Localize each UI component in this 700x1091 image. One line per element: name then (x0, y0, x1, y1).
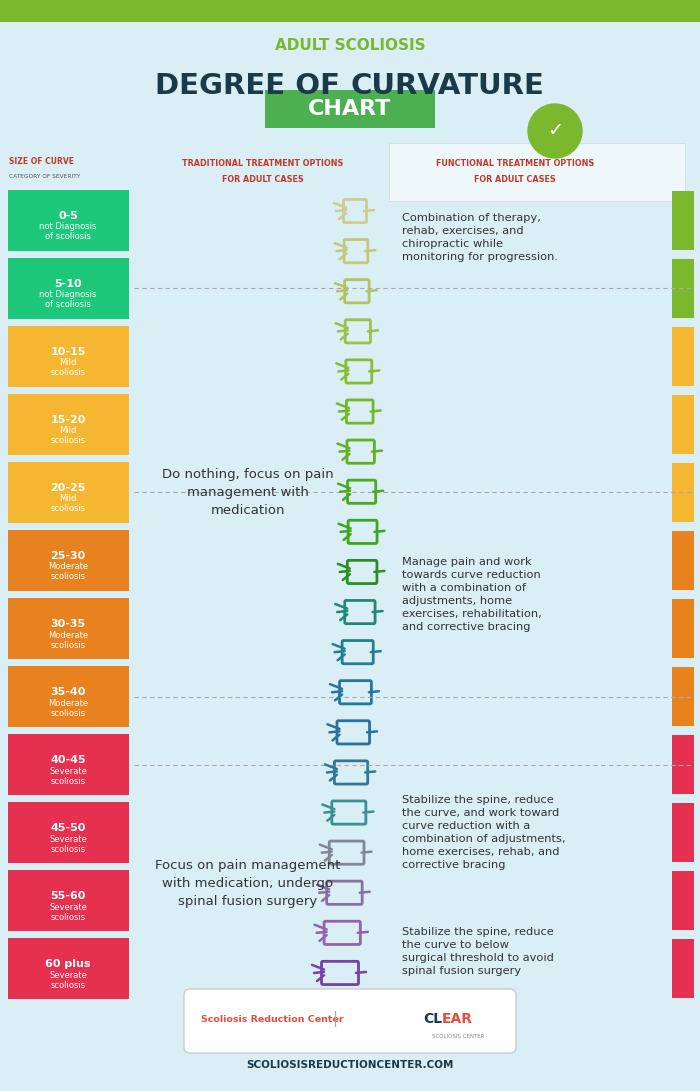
Circle shape (528, 104, 582, 158)
Text: 35-40: 35-40 (50, 687, 85, 697)
Text: ✓: ✓ (547, 120, 564, 140)
FancyBboxPatch shape (672, 803, 694, 862)
Text: 45-50: 45-50 (50, 824, 85, 834)
Text: 30-35: 30-35 (50, 619, 85, 630)
FancyBboxPatch shape (8, 802, 129, 863)
Text: 10-15: 10-15 (50, 347, 85, 357)
Text: 25-30: 25-30 (50, 551, 85, 561)
Text: Scoliosis Reduction Center: Scoliosis Reduction Center (201, 1015, 343, 1023)
FancyBboxPatch shape (8, 461, 129, 523)
Text: DEGREE OF: DEGREE OF (155, 72, 350, 100)
FancyBboxPatch shape (8, 530, 129, 591)
FancyBboxPatch shape (672, 463, 694, 521)
FancyBboxPatch shape (8, 394, 129, 455)
Text: 55-60: 55-60 (50, 891, 85, 901)
Text: Severate
scoliosis: Severate scoliosis (49, 767, 87, 786)
Text: CURVATURE: CURVATURE (350, 72, 544, 100)
Text: 20-25: 20-25 (50, 483, 85, 493)
Text: SIZE OF CURVE: SIZE OF CURVE (9, 156, 74, 166)
Text: SCOLIOSISREDUCTIONCENTER.COM: SCOLIOSISREDUCTIONCENTER.COM (246, 1060, 454, 1070)
Text: TRADITIONAL TREATMENT OPTIONS: TRADITIONAL TREATMENT OPTIONS (182, 159, 344, 168)
FancyBboxPatch shape (8, 326, 129, 386)
FancyBboxPatch shape (672, 939, 694, 998)
Text: |: | (332, 1011, 337, 1027)
FancyBboxPatch shape (8, 871, 129, 932)
FancyBboxPatch shape (265, 89, 435, 128)
Text: Do nothing, focus on pain
management with
medication: Do nothing, focus on pain management wit… (162, 468, 334, 517)
FancyBboxPatch shape (8, 598, 129, 659)
FancyBboxPatch shape (184, 990, 516, 1053)
Text: Moderate
scoliosis: Moderate scoliosis (48, 631, 88, 649)
Text: ADULT SCOLIOSIS: ADULT SCOLIOSIS (274, 38, 426, 53)
FancyBboxPatch shape (672, 191, 694, 250)
Text: 60 plus: 60 plus (46, 959, 91, 970)
FancyBboxPatch shape (8, 938, 129, 999)
Text: Moderate
scoliosis: Moderate scoliosis (48, 698, 88, 718)
Text: not Diagnosis
of scoliosis: not Diagnosis of scoliosis (39, 221, 97, 241)
Text: Mild
scoliosis: Mild scoliosis (50, 358, 85, 377)
Text: 0-5: 0-5 (58, 211, 78, 220)
FancyBboxPatch shape (672, 326, 694, 386)
FancyBboxPatch shape (8, 667, 129, 728)
Text: Manage pain and work
towards curve reduction
with a combination of
adjustments, : Manage pain and work towards curve reduc… (402, 556, 542, 632)
FancyBboxPatch shape (389, 143, 685, 201)
Text: Severate
scoliosis: Severate scoliosis (49, 903, 87, 922)
FancyBboxPatch shape (8, 190, 129, 251)
Text: SCOLIOSIS CENTER: SCOLIOSIS CENTER (432, 1033, 484, 1039)
Text: EAR: EAR (442, 1012, 473, 1026)
Text: Mild
scoliosis: Mild scoliosis (50, 427, 85, 445)
FancyBboxPatch shape (8, 257, 129, 319)
Text: 40-45: 40-45 (50, 755, 86, 765)
FancyBboxPatch shape (8, 734, 129, 795)
Text: CATEGORY OF SEVERITY: CATEGORY OF SEVERITY (9, 173, 80, 179)
FancyBboxPatch shape (672, 259, 694, 317)
Text: not Diagnosis
of scoliosis: not Diagnosis of scoliosis (39, 290, 97, 309)
Text: 15-20: 15-20 (50, 415, 85, 424)
FancyBboxPatch shape (0, 0, 700, 22)
Text: FOR ADULT CASES: FOR ADULT CASES (474, 175, 556, 183)
FancyBboxPatch shape (672, 599, 694, 658)
Text: Focus on pain management
with medication, undergo
spinal fusion surgery: Focus on pain management with medication… (155, 860, 341, 909)
Text: FUNCTIONAL TREATMENT OPTIONS: FUNCTIONAL TREATMENT OPTIONS (436, 159, 594, 168)
FancyBboxPatch shape (672, 735, 694, 794)
FancyBboxPatch shape (672, 872, 694, 931)
FancyBboxPatch shape (672, 395, 694, 454)
Text: Combination of therapy,
rehab, exercises, and
chiropractic while
monitoring for : Combination of therapy, rehab, exercises… (402, 213, 558, 262)
Text: CL: CL (423, 1012, 442, 1026)
FancyBboxPatch shape (672, 531, 694, 590)
Text: 5-10: 5-10 (54, 278, 82, 289)
Text: Moderate
scoliosis: Moderate scoliosis (48, 563, 88, 582)
Text: Severate
scoliosis: Severate scoliosis (49, 971, 87, 990)
Text: Mild
scoliosis: Mild scoliosis (50, 494, 85, 514)
FancyBboxPatch shape (672, 667, 694, 727)
Text: CHART: CHART (308, 99, 392, 119)
Text: Stabilize the spine, reduce
the curve, and work toward
curve reduction with a
co: Stabilize the spine, reduce the curve, a… (402, 795, 566, 871)
Text: FOR ADULT CASES: FOR ADULT CASES (222, 175, 304, 183)
Text: Stabilize the spine, reduce
the curve to below
surgical threshold to avoid
spina: Stabilize the spine, reduce the curve to… (402, 927, 554, 976)
Text: Severate
scoliosis: Severate scoliosis (49, 835, 87, 854)
